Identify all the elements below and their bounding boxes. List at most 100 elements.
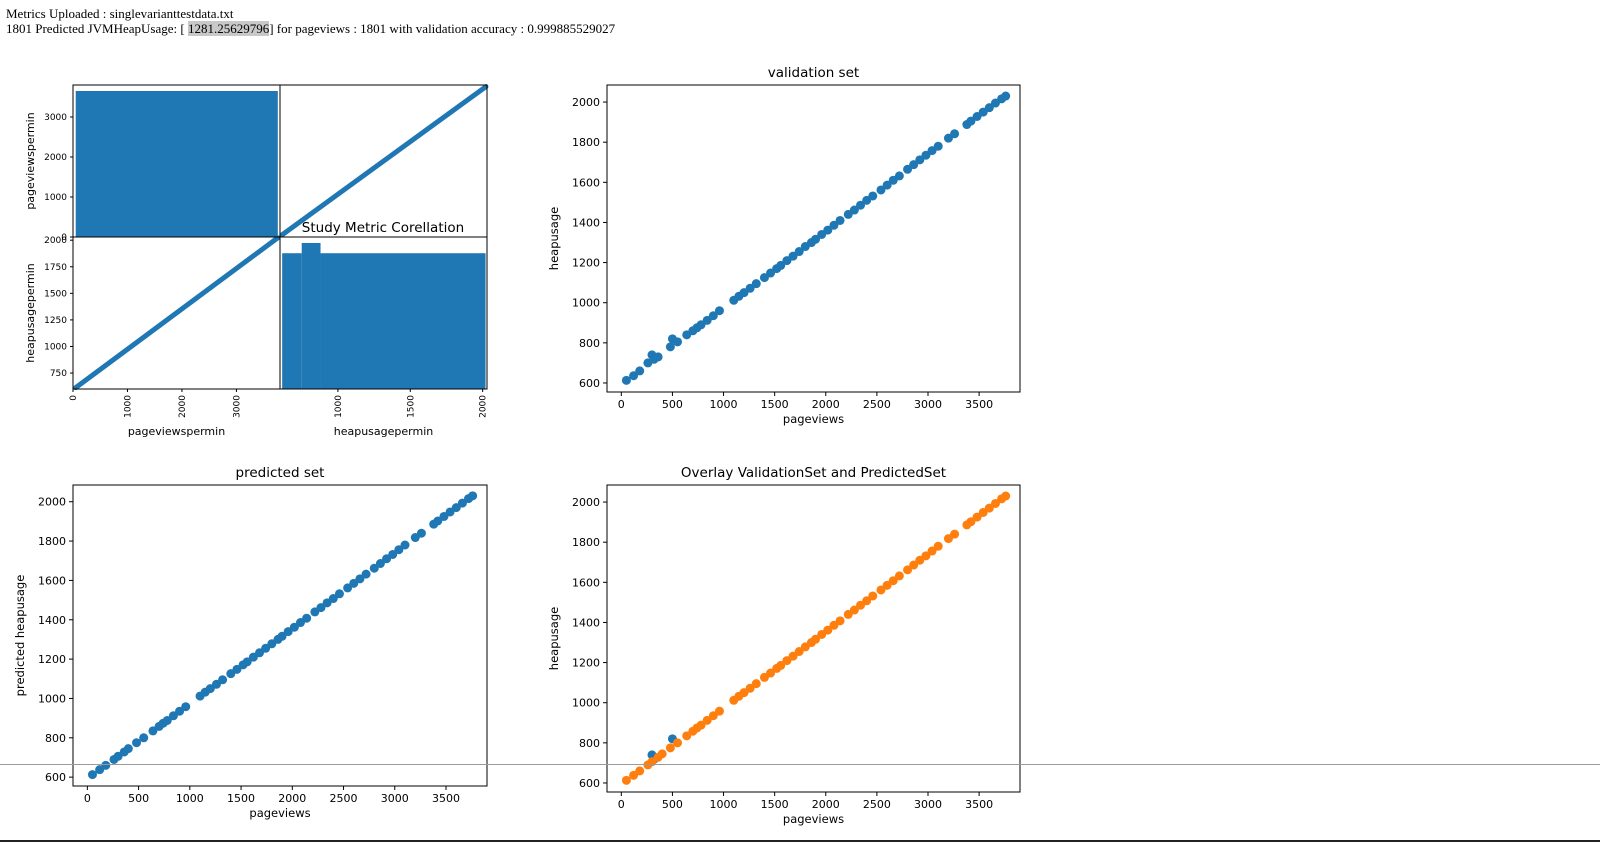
data-point: [468, 491, 478, 501]
data-point: [168, 711, 178, 721]
upload-status: Metrics Uploaded : singlevarianttestdata…: [6, 6, 615, 21]
x-axis-label: pageviews: [249, 806, 310, 820]
x-tick-label: 500: [662, 398, 683, 411]
data-point: [882, 580, 892, 590]
x-tick-label: 1000: [176, 792, 204, 805]
data-point: [255, 648, 265, 658]
data-point: [915, 155, 925, 165]
data-point: [334, 589, 344, 599]
data-point: [909, 160, 919, 170]
scatter-relation-line: [279, 84, 489, 238]
data-point: [823, 225, 833, 235]
data-point: [261, 643, 271, 653]
validation-set-chart: 0 500 1000 1500 2000 2500 3000 3500 600 800 1000 12…: [547, 65, 1021, 426]
data-point: [856, 200, 866, 210]
x-axis-label: pageviews: [783, 412, 844, 426]
data-point: [751, 279, 761, 289]
data-point: [876, 585, 886, 595]
data-point: [876, 185, 886, 195]
x-tick-label: 1000: [710, 798, 738, 811]
histogram-bar: [282, 253, 302, 389]
data-point: [400, 540, 410, 550]
y-tick-label: 2000: [44, 236, 67, 246]
y-tick-label: 750: [50, 369, 67, 379]
data-point: [439, 511, 449, 521]
x-tick-label: 3000: [232, 395, 242, 418]
y-tick-label: 1800: [572, 536, 600, 549]
x-tick-label: 0: [618, 398, 625, 411]
x-tick-label: 1500: [227, 792, 255, 805]
data-point: [849, 205, 859, 215]
data-point: [673, 738, 683, 748]
upload-prefix: Metrics Uploaded :: [6, 6, 110, 21]
x-tick-label: 1000: [334, 395, 344, 418]
data-point: [745, 283, 755, 293]
y-tick-label: 600: [45, 771, 66, 784]
data-point: [218, 675, 228, 685]
matrix-cell-frame: [279, 236, 488, 390]
data-point: [702, 715, 712, 725]
x-tick-label: 2500: [863, 398, 891, 411]
chart-title: Study Metric Corellation: [302, 220, 464, 236]
data-point: [355, 574, 365, 584]
x-tick-label: 500: [662, 798, 683, 811]
y-tick-label: 1000: [44, 342, 67, 352]
x-tick-label: 3500: [432, 792, 460, 805]
y-axis-label: pageviewspermin: [24, 112, 37, 209]
data-point: [457, 498, 467, 508]
data-point: [665, 743, 675, 753]
y-tick-label: 1800: [38, 535, 66, 548]
y-tick-label: 800: [579, 337, 600, 350]
y-tick-label: 1800: [572, 136, 600, 149]
uploaded-file-name: singlevarianttestdata.txt: [109, 6, 234, 21]
x-axis-label: heapusagepermin: [334, 425, 434, 438]
data-point: [921, 150, 931, 160]
data-point: [990, 498, 1000, 508]
x-tick-label: 500: [128, 792, 149, 805]
data-point: [708, 711, 718, 721]
data-point: [868, 191, 878, 201]
x-axis-label: pageviewspermin: [128, 425, 225, 438]
x-tick-label: 3000: [914, 398, 942, 411]
y-tick-label: 1000: [572, 697, 600, 710]
y-axis-label: predicted heapusage: [13, 575, 27, 697]
data-point: [635, 366, 645, 376]
plot-frame: [72, 484, 488, 787]
data-point: [714, 706, 724, 716]
data-point: [139, 733, 149, 743]
plot-frame: [606, 484, 1021, 793]
data-point: [451, 503, 461, 513]
x-tick-label: 0: [84, 792, 91, 805]
x-tick-label: 1000: [123, 395, 133, 418]
data-point: [621, 775, 631, 785]
x-tick-label: 2000: [278, 792, 306, 805]
data-point: [211, 679, 221, 689]
data-point: [950, 129, 960, 139]
data-point: [862, 596, 872, 606]
data-point: [657, 749, 667, 759]
data-point: [903, 164, 913, 174]
histogram-bar: [320, 253, 486, 389]
y-tick-label: 3000: [44, 113, 67, 123]
data-point: [849, 605, 859, 615]
data-point: [882, 180, 892, 190]
y-tick-label: 1500: [44, 289, 67, 299]
data-point: [629, 371, 639, 381]
data-point: [375, 558, 385, 568]
data-point: [702, 315, 712, 325]
y-tick-label: 1200: [572, 257, 600, 270]
data-point: [927, 546, 937, 556]
histogram-bar: [75, 91, 278, 237]
y-tick-label: 1400: [38, 614, 66, 627]
y-tick-label: 2000: [572, 96, 600, 109]
data-point: [903, 565, 913, 575]
data-point: [829, 220, 839, 230]
data-point: [776, 660, 786, 670]
y-tick-label: 2000: [38, 496, 66, 509]
x-tick-label: 2500: [863, 798, 891, 811]
chart-title: validation set: [768, 65, 859, 81]
x-tick-label: 2000: [812, 398, 840, 411]
y-tick-label: 1000: [572, 297, 600, 310]
data-point: [653, 352, 663, 362]
